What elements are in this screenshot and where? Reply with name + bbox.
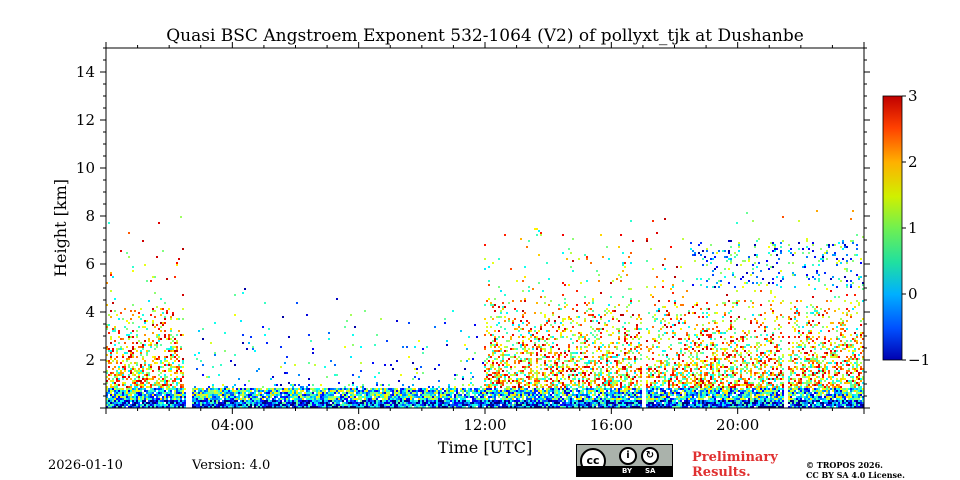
y-axis-label: Height [km] [51,179,70,277]
axis-ticks [100,42,870,414]
share-alike-icon: ↻ [641,447,659,465]
preliminary-line2: Results. [692,465,751,480]
y-tick-label: 6 [85,255,95,273]
x-axis-label: Time [UTC] [438,438,532,457]
colorbar-tick-label: −1 [908,351,930,369]
heatmap-pixels [106,210,864,408]
x-tick-label: 04:00 [211,416,254,434]
colorbar [882,95,903,361]
person-icon: i [619,447,637,465]
chart-title: Quasi BSC Angstroem Exponent 532-1064 (V… [166,26,804,46]
y-tick-label: 10 [76,159,95,177]
sa-label: SA [645,467,656,475]
x-tick-label: 16:00 [590,416,633,434]
colorbar-tick-label: 2 [908,153,918,171]
by-label: BY [622,467,633,475]
y-tick-label: 4 [85,303,95,321]
cc-license-badge: cc i ↻ BY SA [576,444,673,477]
version-label: Version: 4.0 [192,458,271,473]
license-line2: CC BY SA 4.0 License. [806,470,905,480]
x-tick-label: 08:00 [337,416,380,434]
x-tick-label: 12:00 [463,416,506,434]
license-line1: © TROPOS 2026. [806,460,883,470]
y-tick-label: 12 [76,111,95,129]
colorbar-tick-label: 0 [908,285,918,303]
y-tick-label: 8 [85,207,95,225]
license-text: © TROPOS 2026. CC BY SA 4.0 License. [806,460,905,480]
x-tick-label: 20:00 [716,416,759,434]
colorbar-tick-label: 3 [908,87,918,105]
preliminary-line1: Preliminary [692,450,778,465]
y-tick-label: 14 [76,63,95,81]
colorbar-tick-label: 1 [908,219,918,237]
date-label: 2026-01-10 [48,458,123,473]
preliminary-results-label: Preliminary Results. [692,450,778,480]
y-tick-label: 2 [85,351,95,369]
